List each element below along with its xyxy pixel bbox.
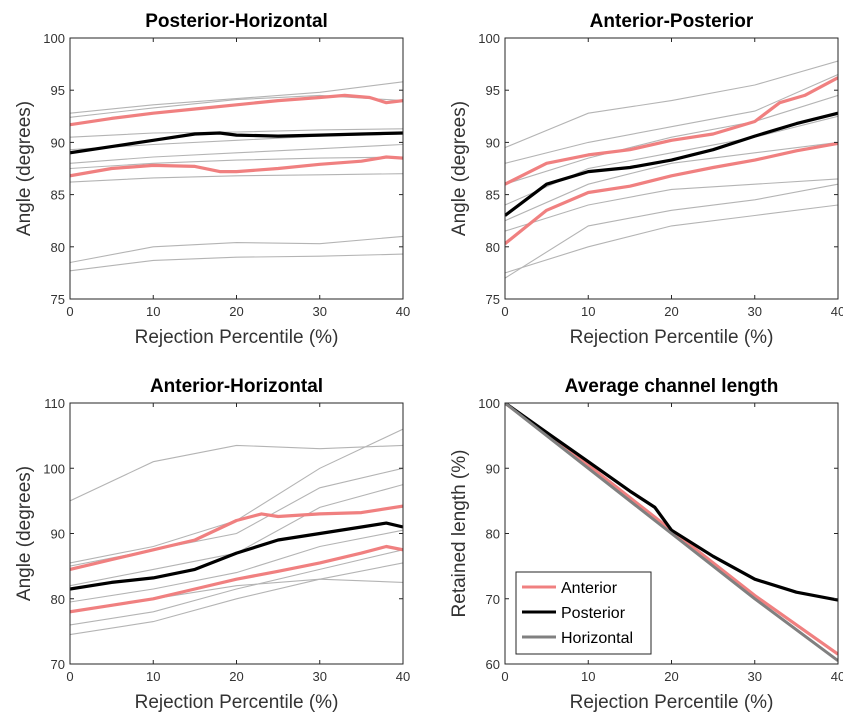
- y-tick-label: 80: [486, 527, 500, 542]
- x-tick-label: 30: [748, 669, 762, 684]
- individual-line-1: [505, 60, 838, 149]
- individual-line-3: [505, 94, 838, 185]
- y-tick-label: 90: [486, 135, 500, 150]
- x-tick-label: 0: [66, 304, 73, 319]
- x-tick-label: 0: [501, 669, 508, 684]
- series-line-3: [70, 521, 403, 591]
- x-tick-label: 30: [313, 304, 327, 319]
- series-group: [70, 428, 403, 636]
- y-tick-label: 85: [486, 188, 500, 203]
- y-tick-label: 100: [478, 31, 500, 46]
- series-group: [70, 81, 403, 272]
- x-tick-label: 10: [146, 669, 160, 684]
- series-line-2: [505, 403, 838, 602]
- y-tick-label: 80: [486, 240, 500, 255]
- x-tick-label: 0: [66, 669, 73, 684]
- x-tick-label: 20: [664, 669, 678, 684]
- y-tick-label: 90: [486, 461, 500, 476]
- panel-title: Average channel length: [565, 376, 779, 397]
- x-tick-label: 30: [313, 669, 327, 684]
- series-line-1: [505, 76, 838, 186]
- individual-line-8: [505, 204, 838, 274]
- y-tick-label: 95: [51, 83, 65, 98]
- individual-line-1: [70, 444, 403, 502]
- individual-line-7: [70, 549, 403, 626]
- x-tick-label: 40: [831, 669, 843, 684]
- legend-label-1: Anterior: [561, 580, 618, 597]
- individual-line-6: [505, 178, 838, 232]
- x-tick-label: 20: [664, 304, 678, 319]
- series-group: [505, 60, 838, 279]
- legend-label-2: Posterior: [561, 605, 626, 622]
- individual-line-7: [505, 183, 838, 279]
- x-tick-label: 40: [831, 304, 843, 319]
- x-tick-label: 20: [229, 304, 243, 319]
- individual-line-5: [505, 141, 838, 222]
- series-line-1: [70, 504, 403, 571]
- y-tick-label: 70: [486, 592, 500, 607]
- individual-line-9: [70, 253, 403, 272]
- x-tick-label: 10: [581, 304, 595, 319]
- x-axis-label: Rejection Percentile (%): [570, 692, 774, 713]
- y-tick-label: 90: [51, 135, 65, 150]
- y-tick-label: 60: [486, 657, 500, 672]
- series-line-2: [70, 155, 403, 178]
- y-tick-label: 100: [478, 396, 500, 411]
- panel-1: 75 80 85 90 95 100 0 10 20 30 40 Posterior-Horizont…: [14, 11, 410, 348]
- y-tick-label: 100: [43, 31, 65, 46]
- y-tick-label: 110: [44, 396, 65, 411]
- y-tick-label: 70: [51, 657, 65, 672]
- individual-line-6: [70, 156, 403, 170]
- individual-line-3: [70, 128, 403, 138]
- series-line-3: [505, 403, 838, 662]
- x-axis-label: Rejection Percentile (%): [135, 327, 339, 348]
- series-line-3: [70, 131, 403, 155]
- x-tick-label: 0: [501, 304, 508, 319]
- y-axis-label: Angle (degrees): [14, 101, 35, 236]
- series-line-1: [70, 93, 403, 127]
- y-tick-label: 80: [51, 592, 65, 607]
- series-group: [505, 403, 838, 662]
- panel-title: Posterior-Horizontal: [145, 11, 328, 32]
- individual-line-8: [70, 562, 403, 636]
- y-tick-label: 90: [51, 527, 65, 542]
- y-tick-label: 75: [51, 292, 65, 307]
- y-tick-label: 100: [43, 461, 65, 476]
- series-line-2: [505, 141, 838, 245]
- x-tick-label: 10: [581, 669, 595, 684]
- individual-line-5: [70, 143, 403, 164]
- legend: Anterior Posterior Horizontal: [515, 571, 652, 655]
- y-axis-label: Angle (degrees): [14, 466, 35, 601]
- x-axis-label: Rejection Percentile (%): [570, 327, 774, 348]
- y-axis-label: Angle (degrees): [449, 101, 470, 236]
- x-tick-label: 40: [396, 304, 410, 319]
- y-tick-label: 80: [51, 240, 65, 255]
- x-axis-label: Rejection Percentile (%): [135, 692, 339, 713]
- y-axis-label: Retained length (%): [449, 450, 470, 618]
- series-line-2: [70, 544, 403, 614]
- individual-line-2: [505, 73, 838, 164]
- individual-line-8: [70, 235, 403, 264]
- y-tick-label: 85: [51, 188, 65, 203]
- legend-label-3: Horizontal: [561, 630, 633, 647]
- y-tick-label: 75: [486, 292, 500, 307]
- panel-4: 60 70 80 90 100 0 10 20 30 40 Average channel leng…: [449, 376, 843, 713]
- individual-line-1: [70, 81, 403, 114]
- panel-3: 70 80 90 100 110 0 10 20 30 40 Anterior-Horizontal…: [14, 376, 410, 713]
- x-tick-label: 40: [396, 669, 410, 684]
- individual-line-5: [70, 529, 403, 603]
- panel-2: 75 80 85 90 95 100 0 10 20 30 40 Anterior-Posterior…: [449, 11, 843, 348]
- y-tick-label: 95: [486, 83, 500, 98]
- x-tick-label: 30: [748, 304, 762, 319]
- panel-title: Anterior-Posterior: [590, 11, 754, 32]
- x-tick-label: 10: [146, 304, 160, 319]
- individual-line-7: [70, 173, 403, 183]
- x-tick-label: 20: [229, 669, 243, 684]
- panel-title: Anterior-Horizontal: [150, 376, 323, 397]
- series-line-3: [505, 111, 838, 217]
